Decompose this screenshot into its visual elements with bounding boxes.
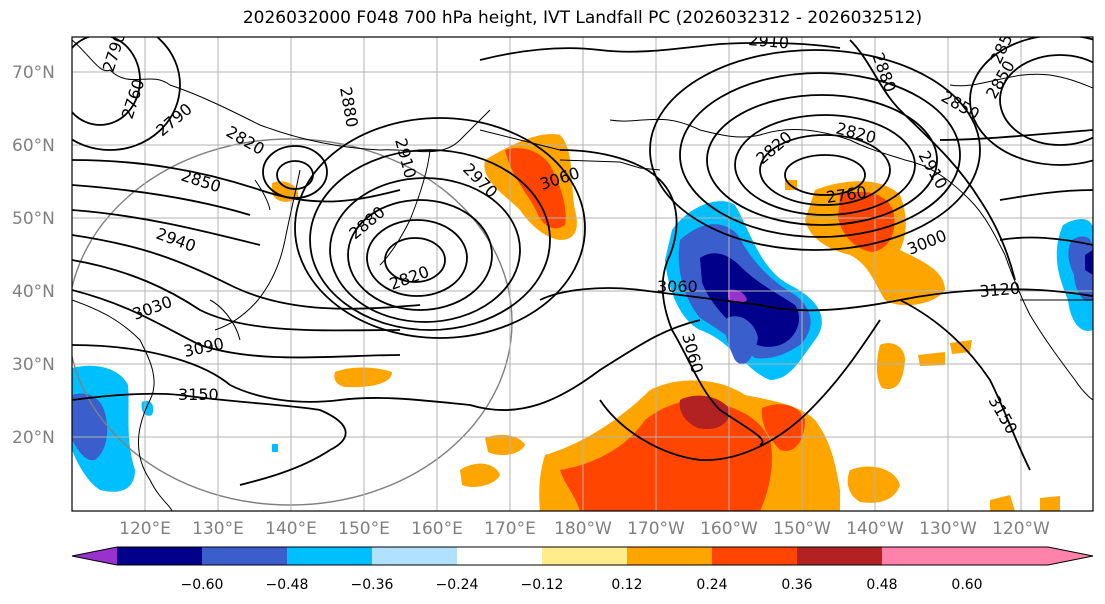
map-title: 2026032000 F048 700 hPa height, IVT Land… — [242, 8, 923, 28]
ivt-negative-shading — [72, 201, 1093, 492]
colorbar-segment — [882, 547, 967, 565]
colorbar-tick-label: −0.36 — [351, 577, 394, 593]
lon-tick-label: 150°W — [773, 519, 831, 539]
contour-label: 3120 — [979, 279, 1021, 301]
colorbar-segment — [202, 547, 287, 565]
lon-tick-label: 120°W — [992, 519, 1050, 539]
lat-tick-label: 40°N — [12, 282, 55, 302]
coastlines — [72, 39, 1093, 511]
colorbar-tick-label: 0.60 — [951, 577, 982, 593]
colorbar-high-extend — [967, 547, 1093, 565]
radius-circle — [72, 138, 513, 506]
colorbar-tick-label: −0.48 — [266, 577, 309, 593]
latitude-labels: 70°N 60°N 50°N 40°N 30°N 20°N — [12, 63, 55, 448]
lat-tick-label: 60°N — [12, 136, 55, 156]
colorbar-tick-label: −0.60 — [181, 577, 224, 593]
map-frame — [71, 36, 1094, 512]
lon-tick-label: 130°W — [919, 519, 977, 539]
colorbar-segment — [117, 547, 202, 565]
longitude-labels: 120°E 130°E 140°E 150°E 160°E 170°E 180°… — [119, 519, 1050, 539]
contour-label: 3150 — [178, 385, 219, 404]
graticule — [72, 37, 1093, 511]
lon-tick-label: 170°E — [484, 519, 536, 539]
colorbar-tick-label: 0.36 — [781, 577, 812, 593]
lon-tick-label: 160°E — [411, 519, 463, 539]
lat-tick-label: 20°N — [12, 428, 55, 448]
colorbar-segment — [287, 547, 372, 565]
lon-tick-label: 170°W — [627, 519, 685, 539]
colorbar-segment — [797, 547, 882, 565]
lat-tick-label: 50°N — [12, 209, 55, 229]
lon-tick-label: 120°E — [119, 519, 171, 539]
colorbar-segment — [457, 547, 542, 565]
lon-tick-label: 130°E — [192, 519, 244, 539]
height-contours — [72, 37, 1093, 486]
colorbar-segment — [542, 547, 627, 565]
lon-tick-label: 140°W — [846, 519, 904, 539]
lon-tick-label: 160°W — [700, 519, 758, 539]
colorbar-segment — [372, 547, 457, 565]
colorbar-tick-label: 0.24 — [696, 577, 727, 593]
colorbar-tick-label: −0.12 — [521, 577, 564, 593]
colorbar-outline — [71, 546, 1094, 566]
lon-tick-label: 140°E — [265, 519, 317, 539]
lat-tick-label: 30°N — [12, 355, 55, 375]
colorbar-tick-label: −0.24 — [436, 577, 479, 593]
colorbar-low-extend — [72, 547, 117, 565]
lon-tick-label: 150°E — [338, 519, 390, 539]
colorbar-segment — [712, 547, 797, 565]
colorbar-tick-label: 0.12 — [611, 577, 642, 593]
contour-label: 3060 — [657, 277, 698, 296]
colorbar-segment — [627, 547, 712, 565]
lon-tick-label: 180°W — [554, 519, 612, 539]
lat-tick-label: 70°N — [12, 63, 55, 83]
colorbar-tick-label: 0.48 — [866, 577, 897, 593]
contour-label: 2910 — [748, 30, 790, 52]
colorbar: −0.60 −0.48 −0.36 −0.24 −0.12 0.12 0.24 … — [71, 546, 1094, 593]
